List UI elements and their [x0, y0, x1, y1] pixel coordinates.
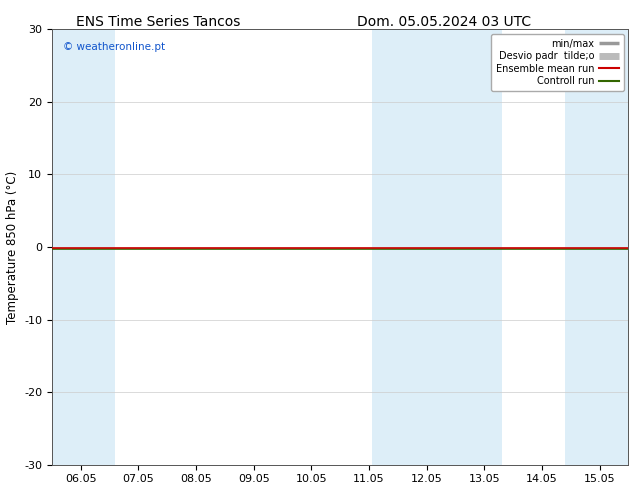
Text: Dom. 05.05.2024 03 UTC: Dom. 05.05.2024 03 UTC [357, 15, 531, 29]
Legend: min/max, Desvio padr  tilde;o, Ensemble mean run, Controll run: min/max, Desvio padr tilde;o, Ensemble m… [491, 34, 624, 91]
Text: © weatheronline.pt: © weatheronline.pt [63, 42, 165, 52]
Bar [565, 29, 628, 465]
Bar [372, 29, 501, 465]
Text: ENS Time Series Tancos: ENS Time Series Tancos [76, 15, 241, 29]
Y-axis label: Temperature 850 hPa (°C): Temperature 850 hPa (°C) [6, 171, 18, 323]
Bar [52, 29, 115, 465]
